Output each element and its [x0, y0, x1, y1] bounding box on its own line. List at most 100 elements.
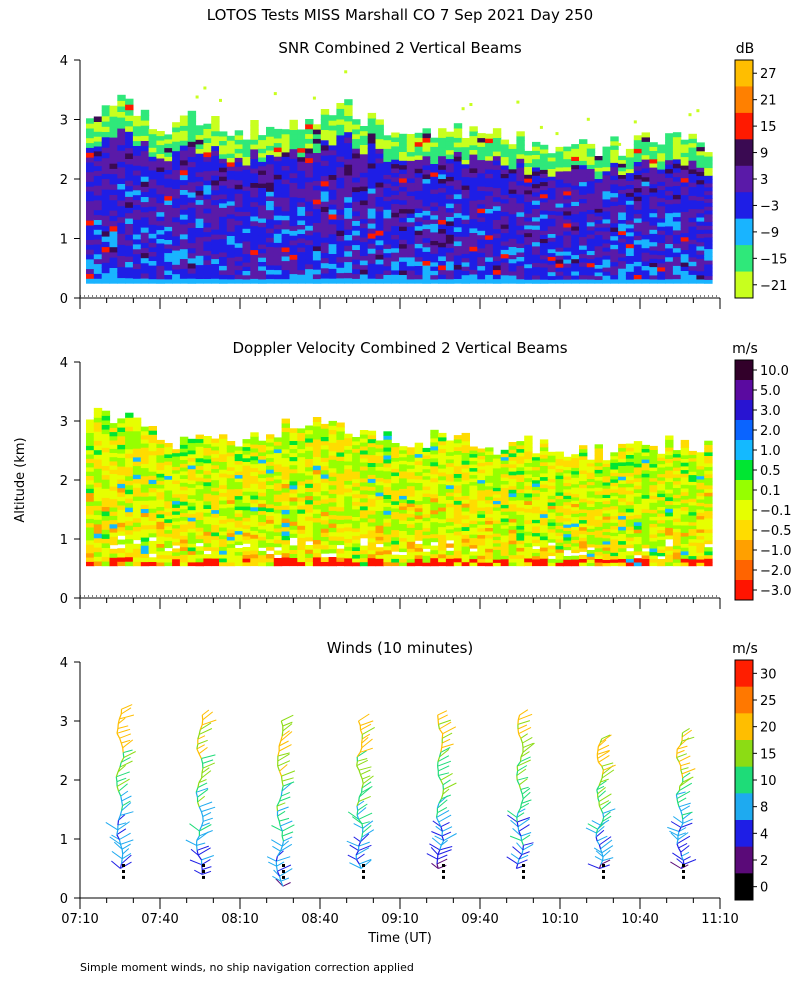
- surface-marker: [282, 875, 285, 879]
- surface-marker: [682, 875, 685, 879]
- doppler-panel: Doppler Velocity Combined 2 Vertical Bea…: [60, 339, 792, 609]
- colorbar-segment: [735, 846, 753, 874]
- colorbar-segment: [735, 873, 753, 901]
- colorbar-label: 10: [760, 774, 777, 789]
- colorbar-segment: [735, 112, 753, 140]
- surface-marker: [442, 864, 445, 867]
- y-tick-label: 1: [60, 233, 68, 248]
- surface-marker: [202, 870, 205, 873]
- colorbar-label: 8: [760, 801, 768, 816]
- snr-panel: SNR Combined 2 Vertical Beams dB 0 1 2 3 4 27…: [60, 39, 787, 309]
- snr-units: dB: [736, 41, 755, 57]
- wind-profile-07:55: [185, 709, 217, 879]
- x-tick-label: 08:10: [221, 912, 258, 927]
- colorbar-label: −3: [760, 199, 779, 214]
- colorbar-segment: [735, 686, 753, 714]
- surface-marker: [682, 870, 685, 873]
- colorbar-label: 10.0: [760, 364, 789, 379]
- x-tick-label: 08:40: [301, 912, 338, 927]
- surface-marker: [602, 864, 605, 867]
- colorbar-label: 0: [760, 881, 768, 896]
- doppler-panel-title: Doppler Velocity Combined 2 Vertical Bea…: [232, 339, 567, 357]
- y-tick-label: 4: [60, 656, 68, 671]
- plot-axes: 0 1 2 3 4: [60, 356, 721, 609]
- x-tick-label: 11:10: [701, 912, 738, 927]
- colorbar-segment: [735, 766, 753, 794]
- colorbar-segment: [735, 560, 753, 581]
- y-tick-label: 0: [60, 892, 68, 907]
- surface-marker: [362, 870, 365, 873]
- y-tick-label: 3: [60, 114, 68, 129]
- colorbar-segment: [735, 820, 753, 848]
- x-tick-label: 09:10: [381, 912, 418, 927]
- colorbar-segment: [735, 793, 753, 821]
- y-tick-label: 2: [60, 173, 68, 188]
- colorbar-segment: [735, 271, 753, 299]
- footnote: Simple moment winds, no ship navigation …: [80, 961, 414, 974]
- surface-marker: [362, 875, 365, 879]
- y-tick-label: 2: [60, 474, 68, 489]
- wind-barb-profiles: [105, 704, 697, 887]
- x-tick-label: 07:40: [141, 912, 178, 927]
- colorbar-segment: [735, 400, 753, 421]
- y-tick-label: 1: [60, 533, 68, 548]
- colorbar-segment: [735, 139, 753, 167]
- colorbar-label: 30: [760, 667, 777, 682]
- colorbar-segment: [735, 380, 753, 401]
- colorbar-label: 15: [760, 120, 777, 135]
- colorbar-label: 4: [760, 827, 768, 842]
- colorbar-label: 20: [760, 721, 777, 736]
- colorbar-label: 1.0: [760, 444, 781, 459]
- colorbar-label: 9: [760, 147, 768, 162]
- colorbar-label: −1.0: [760, 544, 792, 559]
- colorbar-segment: [735, 245, 753, 272]
- plot-axes: 0 1 2 3 4 07:10 07:40 08:10 08:40 09:10 09:40 10:10…: [60, 656, 739, 927]
- colorbar-segment: [735, 480, 753, 501]
- colorbar-segment: [735, 86, 753, 114]
- colorbar-label: 0.5: [760, 464, 781, 479]
- wind-profile-07:25: [105, 704, 136, 879]
- x-axis-label: Time (UT): [367, 931, 432, 946]
- y-tick-label: 3: [60, 715, 68, 730]
- colorbar-label: 3: [760, 173, 768, 188]
- colorbar-segment: [735, 740, 753, 768]
- colorbar-segment: [735, 520, 753, 541]
- surface-marker: [522, 870, 525, 873]
- colorbar-label: 5.0: [760, 384, 781, 399]
- colorbar-frame: [734, 359, 754, 601]
- colorbar-label: −2.0: [760, 564, 792, 579]
- winds-units: m/s: [732, 641, 758, 657]
- figure-title: LOTOS Tests MISS Marshall CO 7 Sep 2021 …: [207, 6, 593, 24]
- colorbar-segment: [735, 192, 753, 220]
- wind-profile-08:55: [346, 713, 375, 879]
- surface-marker: [442, 875, 445, 879]
- plot-axes: 0 1 2 3 4: [60, 54, 721, 309]
- y-tick-label: 2: [60, 774, 68, 789]
- y-axis-label: Altitude (km): [13, 437, 28, 522]
- y-tick-label: 3: [60, 415, 68, 430]
- y-tick-label: 0: [60, 592, 68, 607]
- doppler-units: m/s: [732, 341, 758, 357]
- surface-marker: [602, 875, 605, 879]
- heatmap-field: [86, 70, 713, 284]
- surface-marker: [602, 870, 605, 873]
- wind-profile-09:55: [506, 709, 535, 879]
- colorbar-label: 0.1: [760, 484, 781, 499]
- y-tick-label: 4: [60, 54, 68, 69]
- colorbar-label: −3.0: [760, 584, 792, 599]
- colorbar-segment: [735, 500, 753, 521]
- colorbar-segment: [735, 360, 753, 381]
- colorbar-segment: [735, 218, 753, 246]
- colorbar-label: −0.5: [760, 524, 792, 539]
- x-tick-label: 10:40: [621, 912, 658, 927]
- x-tick-label: 07:10: [61, 912, 98, 927]
- surface-marker: [362, 864, 365, 867]
- colorbar-segment: [735, 660, 753, 688]
- colorbar-label: 2: [760, 854, 768, 869]
- colorbar-segment: [735, 713, 753, 741]
- surface-marker: [682, 864, 685, 867]
- colorbar-label: 25: [760, 694, 777, 709]
- colorbar-segment: [735, 460, 753, 481]
- snr-panel-title: SNR Combined 2 Vertical Beams: [278, 39, 521, 57]
